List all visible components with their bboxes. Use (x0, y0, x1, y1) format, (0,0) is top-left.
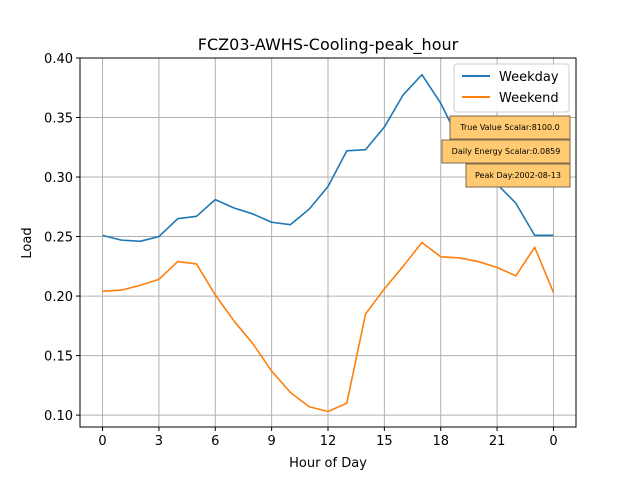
annotation-daily-energy: Daily Energy Scalar:0.0859 (452, 147, 561, 156)
legend-label-weekday: Weekday (499, 70, 559, 85)
legend: Weekday Weekend (453, 63, 570, 113)
annotation-peak-day: Peak Day:2002-08-13 (475, 171, 561, 180)
x-axis-label: Hour of Day (289, 456, 367, 471)
y-tick-label: 0.25 (44, 231, 73, 246)
y-axis: 0.10 0.15 0.20 0.25 0.30 0.35 0.40 (44, 52, 80, 424)
y-axis-label: Load (20, 227, 35, 258)
x-tick-label: 21 (489, 434, 506, 449)
annotation-true-value: True Value Scalar:8100.0 (459, 123, 559, 132)
grid (80, 57, 576, 427)
annotation-daily-energy-box (441, 139, 571, 164)
x-tick-label: 15 (376, 434, 393, 449)
y-tick-label: 0.30 (44, 171, 73, 186)
annotation-true-value-box (449, 115, 571, 140)
x-tick-label: 0 (549, 434, 557, 449)
series-line-weekend (102, 241, 555, 413)
y-tick-label: 0.35 (44, 112, 73, 127)
y-tick-label: 0.15 (44, 350, 73, 365)
y-tick-label: 0.10 (44, 409, 73, 424)
x-tick-label: 18 (432, 434, 449, 449)
annotation-peak-day-box (465, 163, 571, 188)
x-axis: 0 3 6 9 12 15 18 21 0 (98, 427, 558, 449)
chart-title: FCZ03-AWHS-Cooling-peak_hour (198, 35, 459, 55)
x-tick-label: 3 (155, 434, 163, 449)
x-tick-label: 0 (98, 434, 106, 449)
y-tick-label: 0.40 (44, 52, 73, 67)
legend-label-weekend: Weekend (499, 91, 559, 106)
y-tick-label: 0.20 (44, 290, 73, 305)
x-tick-label: 9 (267, 434, 275, 449)
annotations: True Value Scalar:8100.0 Daily Energy Sc… (441, 115, 571, 188)
x-tick-label: 6 (211, 434, 219, 449)
x-tick-label: 12 (320, 434, 337, 449)
